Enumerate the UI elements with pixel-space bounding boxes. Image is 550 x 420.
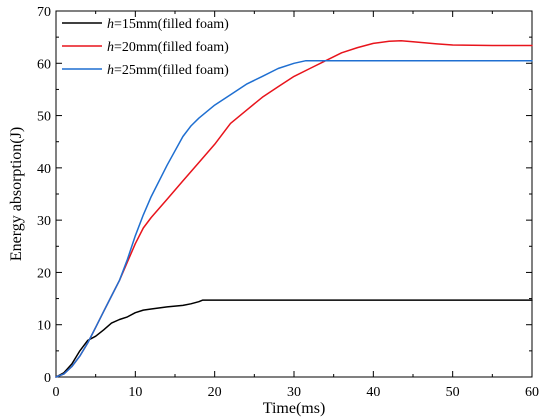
y-tick-label: 70 xyxy=(37,5,51,20)
series-line-1 xyxy=(55,299,533,378)
legend-variable: h xyxy=(107,63,114,78)
x-tick-label: 60 xyxy=(525,385,539,400)
x-tick-label: 0 xyxy=(53,385,60,400)
series-lines xyxy=(55,40,533,378)
x-tick-label: 50 xyxy=(446,385,460,400)
x-tick-label: 10 xyxy=(128,385,142,400)
series-line-3 xyxy=(55,59,533,378)
x-tick-label: 20 xyxy=(208,385,222,400)
legend-variable: h xyxy=(107,40,114,55)
legend: h=15mm(filled foam)h=20mm(filled foam)h=… xyxy=(62,17,229,78)
x-tick-label: 40 xyxy=(366,385,380,400)
y-tick-label: 20 xyxy=(37,266,51,281)
y-axis-title: Energy absorption(J) xyxy=(8,127,25,261)
axis-ticks: 0 10 20 30 40 50 60 0 10 20 30 40 50 60 70 xyxy=(37,5,539,400)
legend-entry-1: h=15mm(filled foam) xyxy=(107,17,229,32)
y-tick-label: 10 xyxy=(37,319,51,334)
legend-variable: h xyxy=(107,17,114,32)
legend-entry-3: h=25mm(filled foam) xyxy=(107,63,229,78)
legend-label: =20mm(filled foam) xyxy=(114,40,229,55)
legend-entry-2: h=20mm(filled foam) xyxy=(107,40,229,55)
y-tick-label: 40 xyxy=(37,162,51,177)
x-tick-label: 30 xyxy=(287,385,301,400)
x-axis-title: Time(ms) xyxy=(263,400,326,417)
y-tick-label: 30 xyxy=(37,214,51,229)
series-line-2 xyxy=(55,40,533,378)
legend-label: =15mm(filled foam) xyxy=(114,17,229,32)
y-tick-label: 60 xyxy=(37,57,51,72)
y-tick-label: 50 xyxy=(37,110,51,125)
legend-label: =25mm(filled foam) xyxy=(114,63,229,78)
y-tick-label: 0 xyxy=(44,371,51,386)
